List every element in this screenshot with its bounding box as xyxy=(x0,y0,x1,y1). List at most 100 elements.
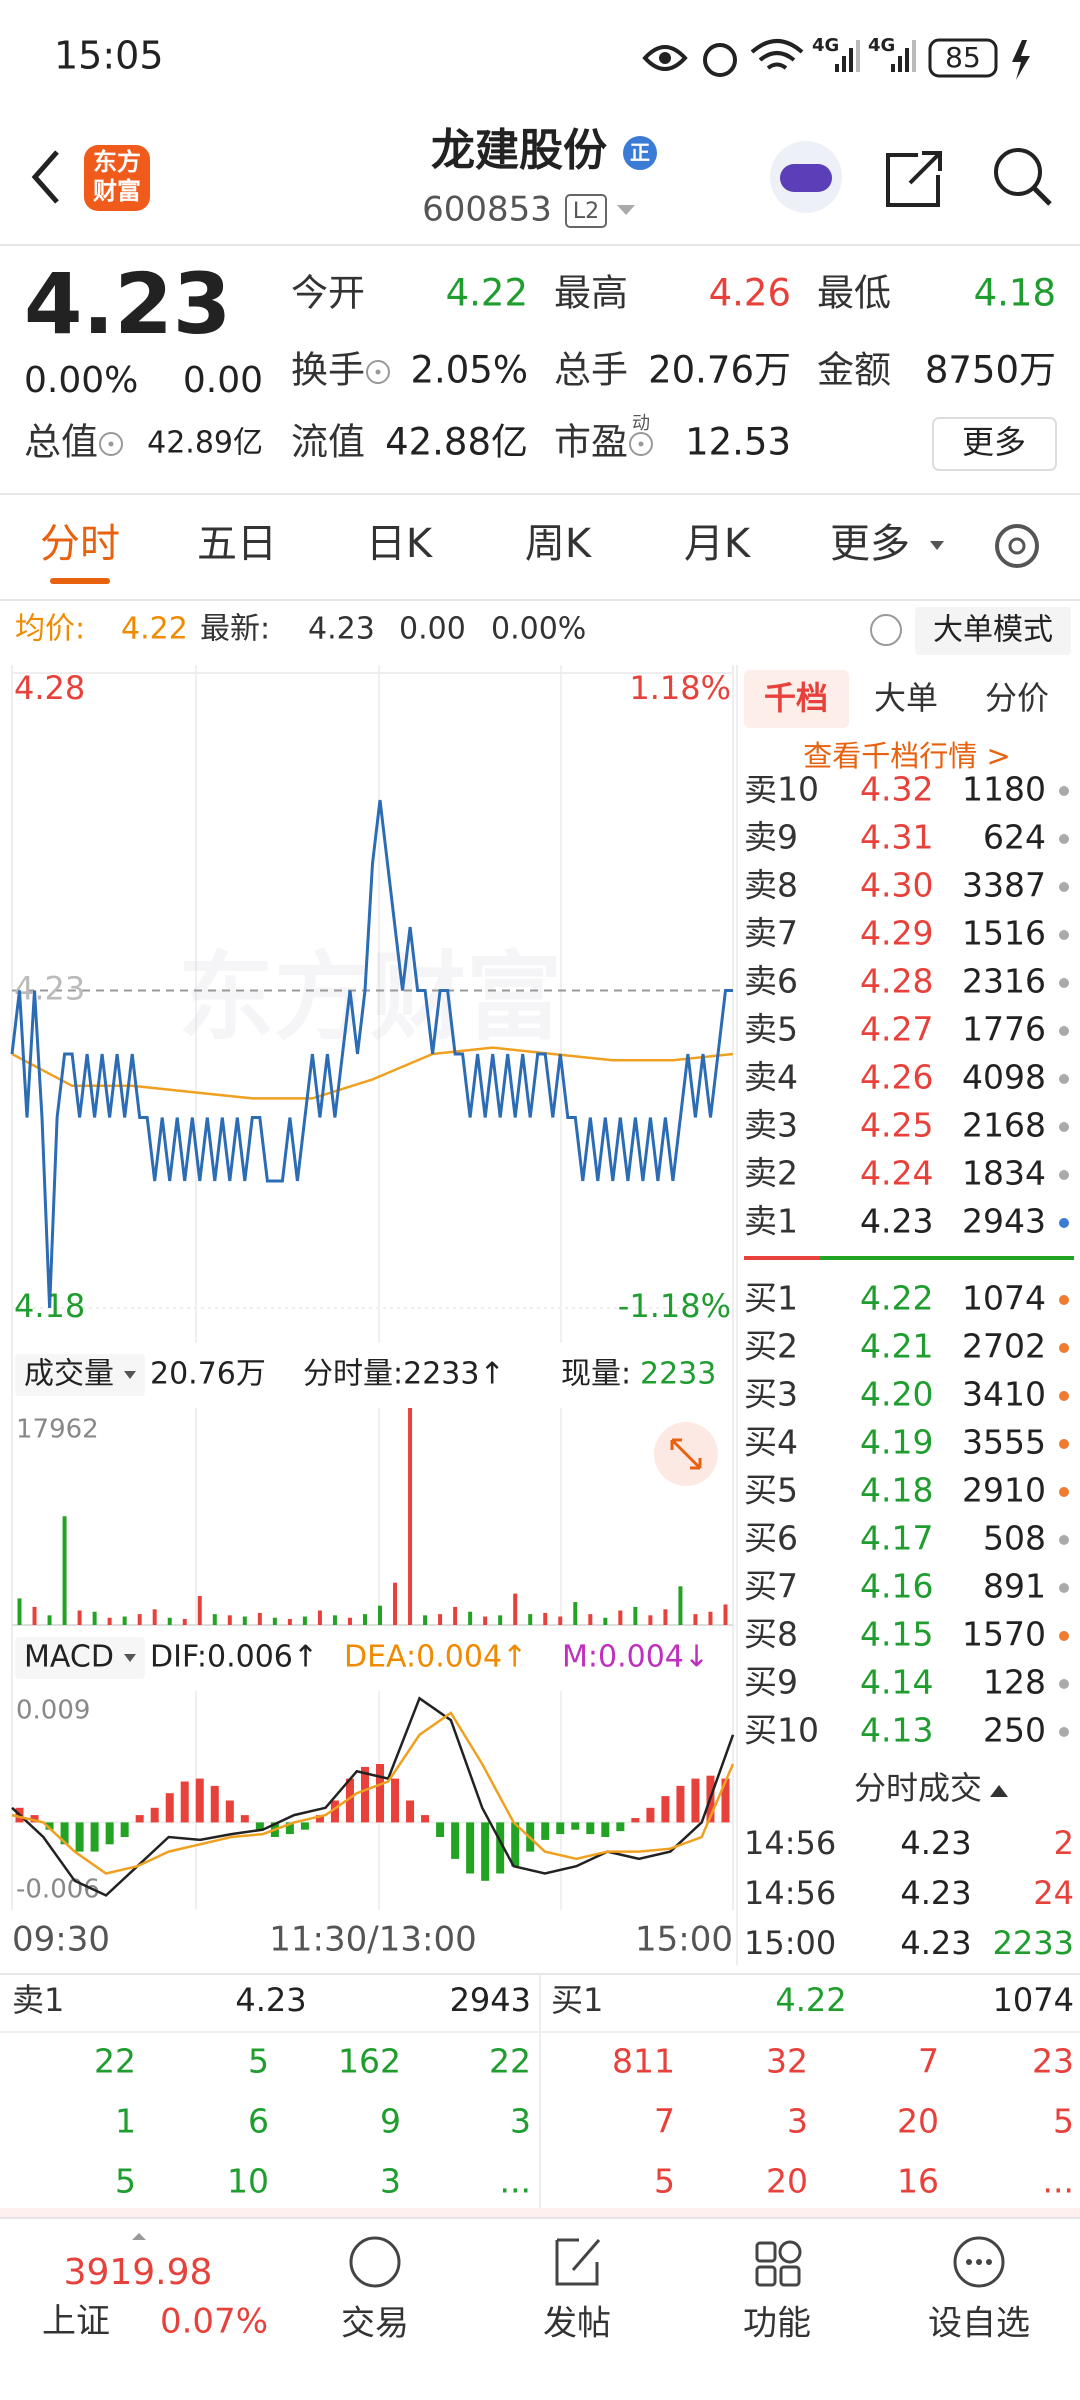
book-volume: 3555 xyxy=(962,1423,1046,1462)
nav-item[interactable]: 设自选 xyxy=(928,2304,1030,2344)
search-icon[interactable] xyxy=(994,148,1042,196)
ask-order: 22 xyxy=(94,2042,136,2081)
volume-bar xyxy=(347,1617,352,1625)
macd-bar xyxy=(661,1796,670,1823)
macd-bar xyxy=(255,1822,264,1830)
volume-bar xyxy=(62,1516,67,1625)
book-tab[interactable]: 分价 xyxy=(985,679,1049,717)
book-volume: 1516 xyxy=(962,914,1046,953)
book-tab[interactable]: 千档 xyxy=(764,679,828,717)
index-change[interactable]: 0.07% xyxy=(160,2302,268,2342)
macd-bar xyxy=(391,1778,400,1823)
field-value: 42.88亿 xyxy=(385,421,528,464)
signal-bar xyxy=(912,40,916,72)
trades-arrow xyxy=(990,1785,1008,1797)
bid-order: 7 xyxy=(918,2042,939,2081)
book-level: 卖1 xyxy=(744,1202,798,1241)
macd-bar xyxy=(631,1818,640,1823)
charging-icon xyxy=(1012,40,1030,80)
field-value: 42.89亿 xyxy=(147,426,263,461)
volume-bar xyxy=(107,1617,112,1625)
signal-bar xyxy=(835,64,839,72)
volume-bar xyxy=(483,1616,488,1625)
volume-bar xyxy=(167,1617,172,1625)
last-value: 4.23 xyxy=(308,612,375,647)
tab-underline xyxy=(50,578,110,584)
ask-order: 3 xyxy=(380,2162,401,2201)
trade-volume: 2233 xyxy=(993,1924,1074,1962)
book-level: 卖3 xyxy=(744,1106,798,1145)
book-level: 买8 xyxy=(744,1615,798,1654)
index-name[interactable]: 上证 xyxy=(42,2302,110,2342)
help-icon xyxy=(870,614,902,646)
index-value[interactable]: 3919.98 xyxy=(64,2252,213,2293)
chart-tab[interactable]: 更多 xyxy=(830,521,910,567)
chart-tab[interactable]: 日K xyxy=(366,521,434,567)
ask-order: 3 xyxy=(510,2102,531,2141)
field-label: 金额 xyxy=(817,349,891,392)
macd-bar xyxy=(721,1778,730,1823)
macd-bar xyxy=(300,1822,309,1830)
macd-bar xyxy=(90,1822,99,1852)
avg-label: 均价: xyxy=(15,612,85,647)
book-volume: 2168 xyxy=(962,1106,1046,1145)
macd-bar xyxy=(496,1822,505,1874)
chart-tab[interactable]: 分时 xyxy=(40,521,120,567)
volume-bar xyxy=(723,1604,728,1625)
volume-bar xyxy=(122,1616,127,1625)
book-price: 4.24 xyxy=(860,1154,933,1193)
book-link[interactable]: 查看千档行情 > xyxy=(803,739,1011,773)
book-price: 4.18 xyxy=(860,1471,933,1510)
volume-bar xyxy=(287,1618,292,1625)
field-label: 今开 xyxy=(291,272,365,315)
book-level: 卖7 xyxy=(744,914,798,953)
ask-order: 9 xyxy=(380,2102,401,2141)
nav-item[interactable]: 功能 xyxy=(743,2304,811,2344)
book-volume: 1074 xyxy=(962,1279,1046,1318)
macd-bar xyxy=(601,1822,610,1837)
chart-tab[interactable]: 五日 xyxy=(197,521,277,567)
back-button[interactable] xyxy=(31,150,59,204)
dea-line xyxy=(11,1711,735,1875)
chart-tab[interactable]: 周K xyxy=(525,521,593,567)
book-volume: 1834 xyxy=(962,1154,1046,1193)
macd-bar xyxy=(616,1822,625,1832)
bottom-nav xyxy=(0,2218,1080,2400)
book-level: 买1 xyxy=(744,1279,798,1318)
chart-tab[interactable]: 月K xyxy=(684,521,752,567)
more-button[interactable] xyxy=(932,417,1057,471)
share-icon[interactable] xyxy=(886,151,942,207)
macd-dif: DIF:0.006↑ xyxy=(150,1640,318,1675)
index-arrow xyxy=(132,2233,146,2240)
mode-button-text[interactable]: 大单模式 xyxy=(933,613,1053,648)
book-price: 4.21 xyxy=(860,1327,933,1366)
book-tab[interactable]: 大单 xyxy=(874,679,938,717)
volume-name: 成交量 xyxy=(24,1357,114,1392)
volume-selector[interactable] xyxy=(15,1354,145,1396)
volume-bar xyxy=(378,1605,383,1625)
macd-bar xyxy=(105,1822,114,1845)
field-value: 2.05% xyxy=(410,349,528,392)
dropdown-arrow xyxy=(617,205,635,215)
alarm-icon xyxy=(703,43,737,77)
book-volume: 2702 xyxy=(962,1327,1046,1366)
book-dot xyxy=(1059,1170,1069,1180)
mode-button[interactable] xyxy=(915,607,1071,655)
dif-line xyxy=(11,1696,735,1897)
book-volume: 624 xyxy=(983,818,1046,857)
settings-icon[interactable] xyxy=(995,524,1039,568)
macd-selector[interactable] xyxy=(15,1637,145,1679)
volume-bar xyxy=(362,1614,367,1625)
book-price: 4.27 xyxy=(860,1010,933,1049)
nav-item[interactable]: 交易 xyxy=(341,2304,409,2344)
field-value: 4.26 xyxy=(709,272,791,315)
field-label: 最低 xyxy=(817,272,891,315)
tab-dropdown xyxy=(930,541,944,550)
avg-price: 4.22 xyxy=(121,612,188,647)
nav-item[interactable]: 发帖 xyxy=(543,2304,611,2344)
volume-bar xyxy=(227,1615,232,1625)
badge xyxy=(623,136,657,170)
volume-bar xyxy=(332,1615,337,1625)
book-volume: 1180 xyxy=(962,770,1046,809)
more-button-text[interactable]: 更多 xyxy=(962,423,1026,461)
